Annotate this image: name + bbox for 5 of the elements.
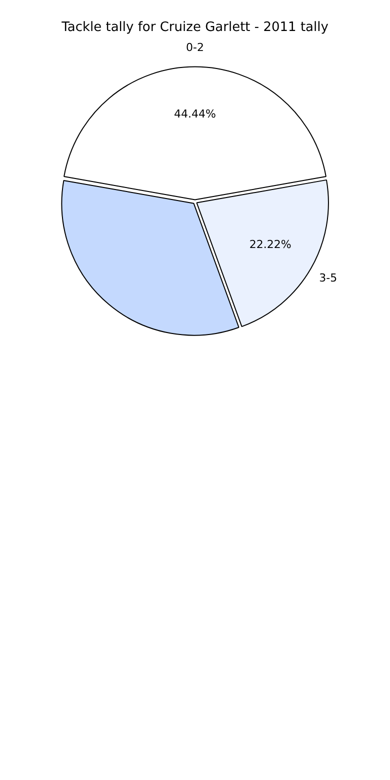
slice-label: 0-2: [186, 40, 204, 54]
slice-label: 3-5: [319, 272, 338, 285]
data-label: 44.44%: [174, 108, 216, 121]
chart-title: Tackle tally for Cruize Garlett - 2011 tally: [60, 20, 329, 36]
data-label: 22.22%: [249, 238, 292, 252]
